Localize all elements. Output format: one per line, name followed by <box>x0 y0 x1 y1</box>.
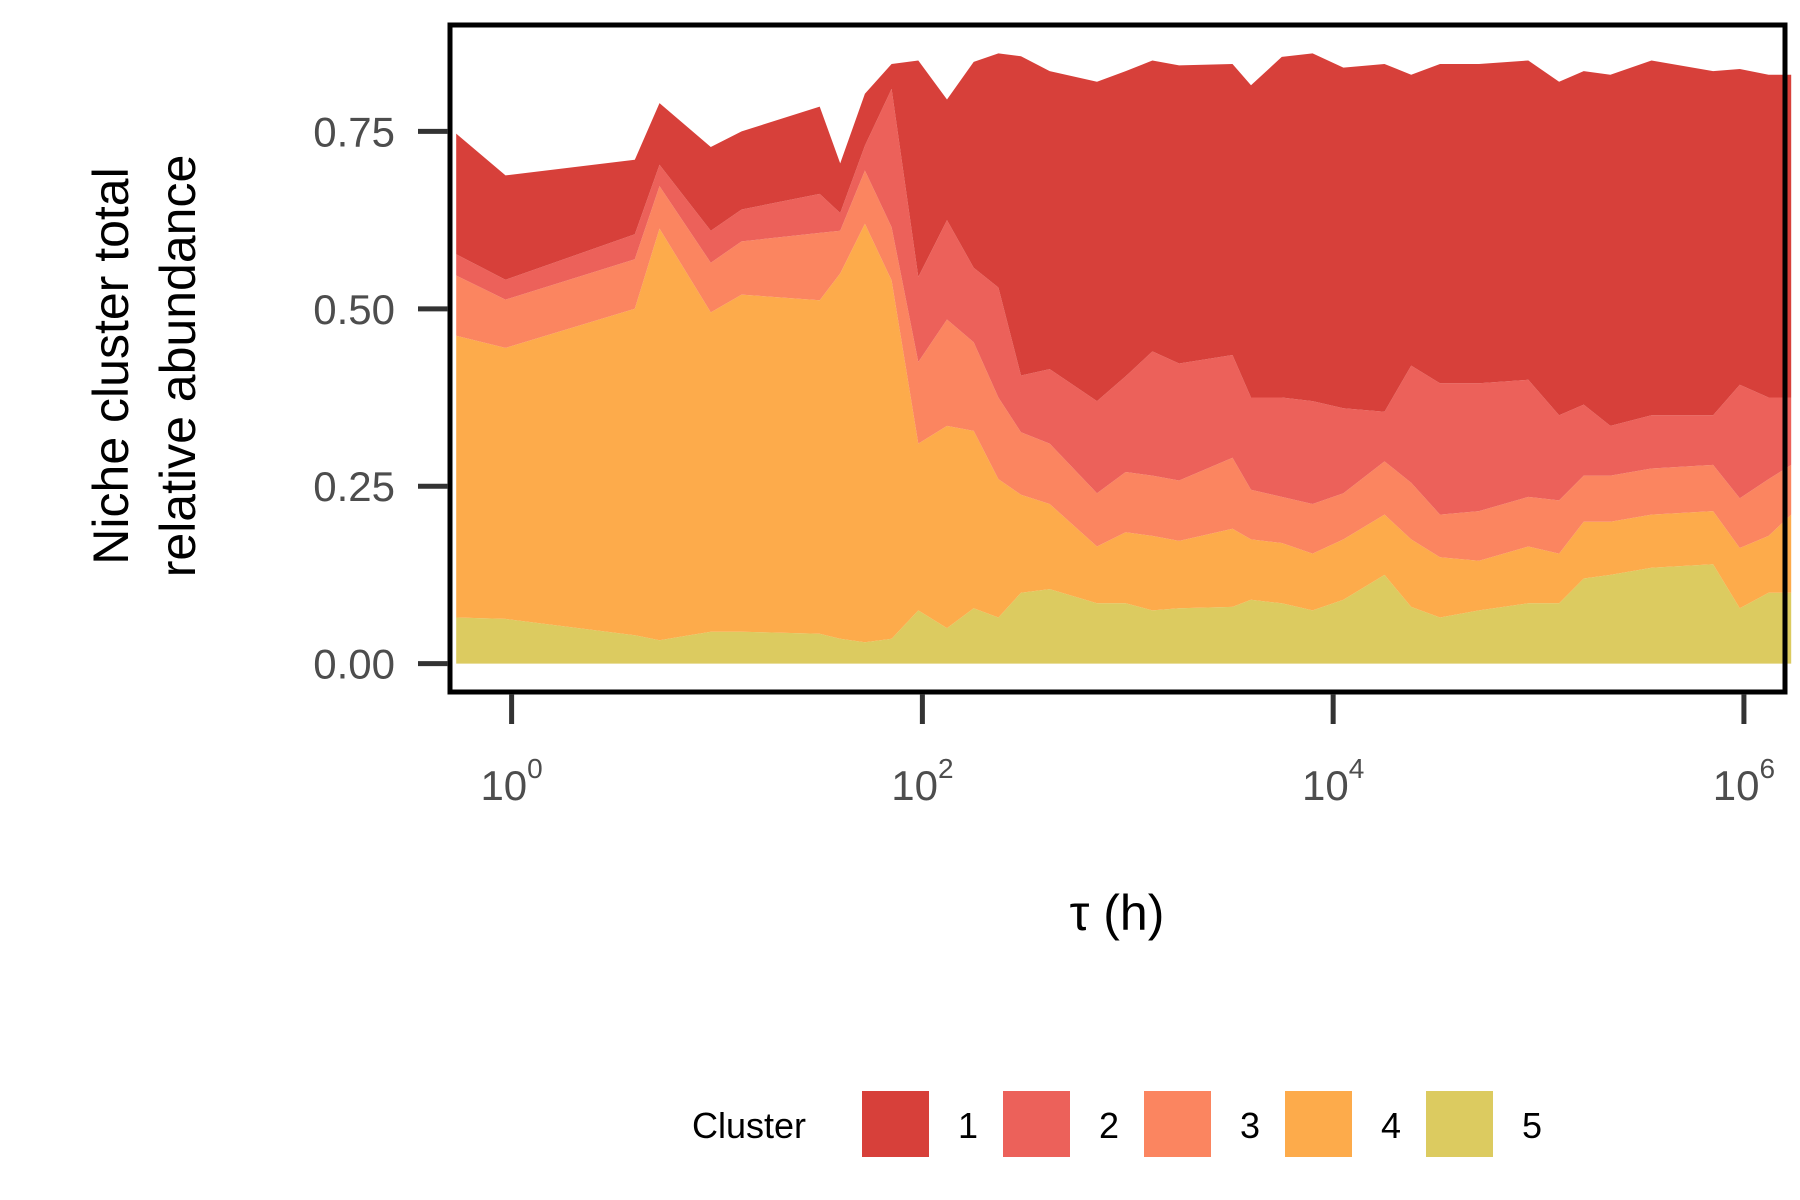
legend-swatch-4 <box>1285 1091 1352 1157</box>
y-axis-title-line-1: Niche cluster total <box>83 167 139 564</box>
y-tick-label: 0.25 <box>313 463 395 510</box>
y-tick-label: 0.75 <box>313 108 395 155</box>
x-tick-label: 106 <box>1713 753 1775 809</box>
y-axis-title-line-2: relative abundance <box>150 155 206 578</box>
legend-label-2: 2 <box>1099 1105 1119 1146</box>
area-layers <box>456 53 1792 664</box>
x-axis-title: τ (h) <box>1070 885 1165 941</box>
legend: Cluster 1 2 3 4 5 <box>692 1091 1542 1157</box>
legend-title: Cluster <box>692 1105 806 1146</box>
area-cluster-4 <box>456 223 1792 643</box>
area-cluster-5 <box>456 564 1792 664</box>
area-cluster-3 <box>456 170 1792 561</box>
y-axis: 0.00 0.25 0.50 0.75 <box>313 108 448 688</box>
legend-label-5: 5 <box>1522 1105 1542 1146</box>
x-tick-label: 102 <box>891 753 953 809</box>
area-cluster-1 <box>456 53 1792 426</box>
x-axis: 100 102 104 106 <box>480 694 1775 809</box>
y-tick-label: 0.00 <box>313 641 395 688</box>
legend-swatch-2 <box>1003 1091 1070 1157</box>
x-tick-label: 100 <box>480 753 542 809</box>
legend-swatch-5 <box>1426 1091 1493 1157</box>
legend-label-1: 1 <box>958 1105 978 1146</box>
x-tick-label: 104 <box>1302 753 1364 809</box>
legend-swatch-3 <box>1144 1091 1211 1157</box>
legend-swatch-1 <box>862 1091 929 1157</box>
legend-label-4: 4 <box>1381 1105 1401 1146</box>
plot-panel-border <box>447 22 1788 695</box>
area-cluster-2 <box>456 88 1792 515</box>
legend-label-3: 3 <box>1240 1105 1260 1146</box>
y-tick-label: 0.50 <box>313 286 395 333</box>
